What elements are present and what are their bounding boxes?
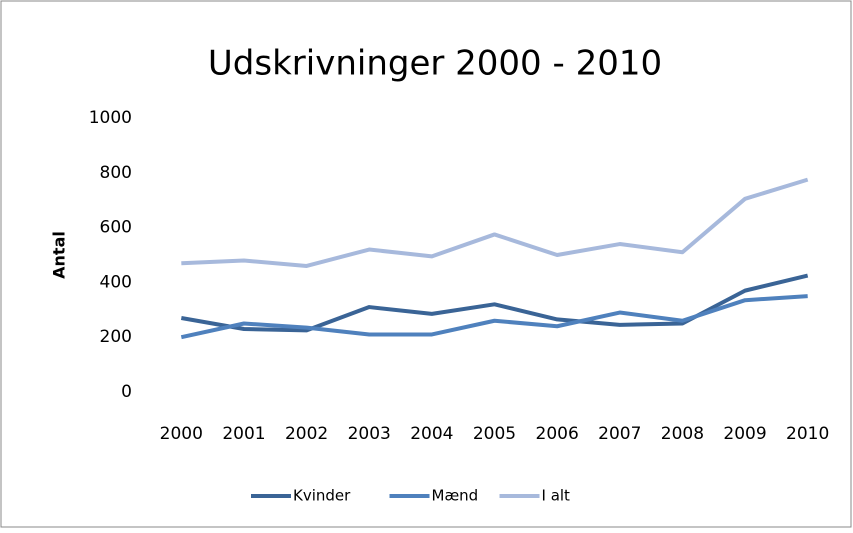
- y-tick-label: 600: [100, 218, 132, 238]
- x-tick-label: 2001: [222, 424, 265, 444]
- y-tick-label: 1000: [89, 108, 132, 128]
- legend-label: Mænd: [432, 487, 479, 505]
- legend-label: I alt: [542, 487, 571, 505]
- x-tick-label: 2009: [723, 424, 766, 444]
- x-tick-label: 2000: [160, 424, 203, 444]
- y-axis-label: Antal: [50, 231, 69, 279]
- y-tick-label: 400: [100, 272, 132, 292]
- y-tick-label: 0: [121, 382, 132, 402]
- chart-title: Udskrivninger 2000 - 2010: [208, 44, 662, 84]
- legend-label: Kvinder: [293, 487, 351, 505]
- x-tick-label: 2005: [473, 424, 516, 444]
- x-tick-label: 2010: [786, 424, 829, 444]
- x-tick-label: 2003: [348, 424, 391, 444]
- x-tick-label: 2004: [410, 424, 453, 444]
- series-line: [181, 177, 809, 268]
- x-tick-label: 2002: [285, 424, 328, 444]
- series-line: [180, 294, 808, 340]
- y-tick-label: 800: [100, 163, 132, 183]
- y-tick-label: 200: [100, 327, 132, 347]
- x-tick-label: 2006: [536, 424, 579, 444]
- x-tick-label: 2008: [661, 424, 704, 444]
- x-tick-label: 2007: [598, 424, 641, 444]
